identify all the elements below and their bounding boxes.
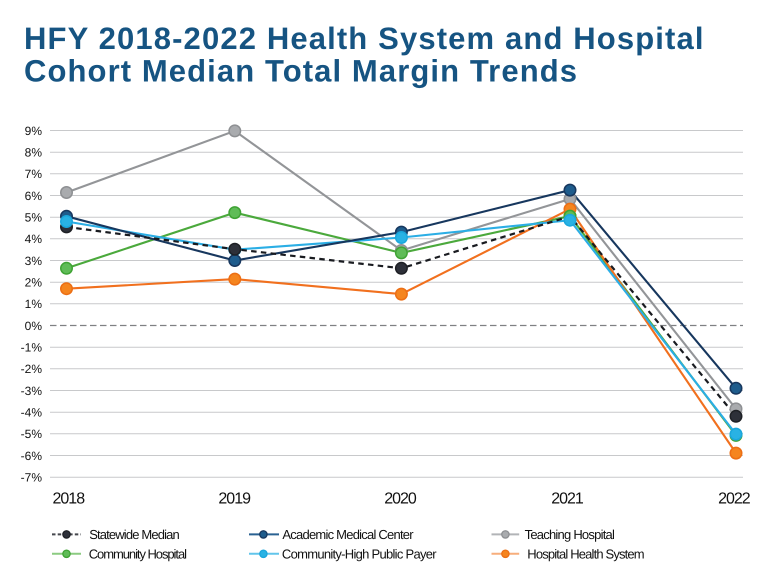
svg-text:Academic Medical Center: Academic Medical Center (282, 527, 414, 542)
svg-text:-6%: -6% (21, 449, 43, 463)
svg-text:Statewide Median: Statewide Median (89, 527, 180, 542)
svg-text:Hospital Health System: Hospital Health System (527, 547, 644, 562)
svg-text:Teaching Hospital: Teaching Hospital (525, 527, 615, 542)
svg-text:8%: 8% (25, 146, 43, 160)
svg-text:-4%: -4% (21, 406, 43, 420)
svg-text:2020: 2020 (384, 491, 417, 508)
svg-text:1%: 1% (25, 297, 43, 311)
svg-text:2022: 2022 (718, 491, 751, 508)
svg-text:Community Hospital: Community Hospital (89, 547, 187, 562)
svg-text:9%: 9% (25, 124, 43, 138)
svg-text:3%: 3% (25, 254, 43, 268)
svg-text:-7%: -7% (21, 471, 43, 485)
svg-text:-2%: -2% (21, 362, 43, 376)
svg-text:2021: 2021 (551, 491, 584, 508)
svg-text:Community-High Public Payer: Community-High Public Payer (282, 547, 437, 562)
svg-text:6%: 6% (25, 189, 43, 203)
svg-text:5%: 5% (25, 211, 43, 225)
svg-text:2%: 2% (25, 276, 43, 290)
svg-text:0%: 0% (25, 319, 43, 333)
svg-text:-5%: -5% (21, 427, 43, 441)
svg-text:-1%: -1% (21, 341, 43, 355)
svg-text:Cohort Median Total Margin Tre: Cohort Median Total Margin Trends (24, 54, 577, 89)
svg-text:4%: 4% (25, 232, 43, 246)
svg-text:7%: 7% (25, 167, 43, 181)
svg-text:-3%: -3% (21, 384, 43, 398)
svg-text:HFY 2018-2022 Health System an: HFY 2018-2022 Health System and Hospital (24, 21, 704, 56)
svg-text:2019: 2019 (218, 491, 251, 508)
svg-text:2018: 2018 (53, 491, 86, 508)
